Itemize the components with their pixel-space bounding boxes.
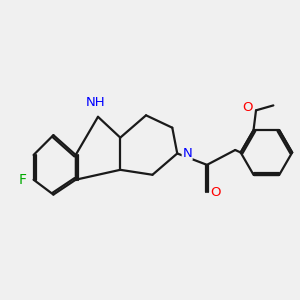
Text: N: N xyxy=(182,147,192,160)
Text: NH: NH xyxy=(86,96,105,110)
Text: O: O xyxy=(211,186,221,199)
Text: O: O xyxy=(242,101,252,114)
Text: F: F xyxy=(19,173,27,187)
